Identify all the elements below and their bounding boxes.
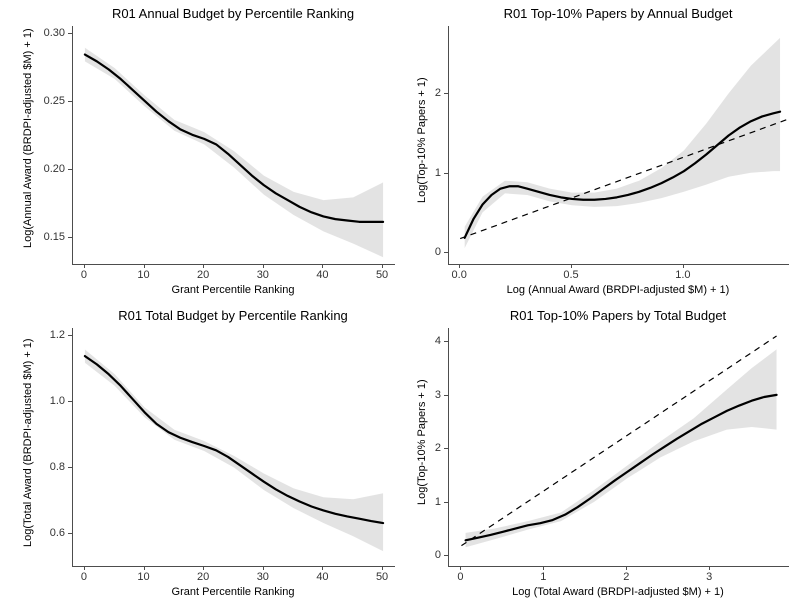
x-axis-label: Log (Annual Award (BRDPI-adjusted $M) + … (448, 284, 788, 296)
y-tick-label: 0 (435, 246, 441, 258)
chart-title: R01 Top-10% Papers by Annual Budget (448, 6, 788, 21)
x-axis-label: Log (Total Award (BRDPI-adjusted $M) + 1… (448, 586, 788, 598)
data-curve (85, 356, 383, 523)
plot-area (72, 26, 395, 265)
y-tick-label: 0 (435, 549, 441, 561)
x-tick-label: 20 (197, 571, 209, 583)
x-axis-label: Grant Percentile Ranking (72, 586, 394, 598)
y-tick-label: 3 (435, 389, 441, 401)
x-tick-label: 0.5 (563, 269, 578, 281)
x-tick-label: 0 (457, 571, 463, 583)
y-tick-label: 2 (435, 87, 441, 99)
y-tick-label: 1.2 (50, 329, 65, 341)
data-curve (85, 55, 383, 222)
x-tick-label: 30 (257, 571, 269, 583)
x-tick-label: 20 (197, 269, 209, 281)
y-axis-label: Log(Top-10% Papers + 1) (416, 379, 428, 505)
chart-svg (449, 26, 789, 264)
plot-area (72, 328, 395, 567)
y-tick-label: 0.6 (50, 527, 65, 539)
reference-line (460, 119, 789, 239)
y-axis-label: Log(Total Award (BRDPI-adjusted $M) + 1) (22, 338, 34, 547)
y-tick-label: 0.8 (50, 461, 65, 473)
x-tick-label: 2 (623, 571, 629, 583)
x-tick-label: 1 (540, 571, 546, 583)
chart-svg (449, 328, 789, 566)
x-tick-label: 40 (316, 269, 328, 281)
plot-area (448, 26, 789, 265)
x-tick-label: 0 (81, 571, 87, 583)
y-tick-label: 1.0 (50, 395, 65, 407)
confidence-band (466, 349, 777, 547)
y-tick-label: 0.15 (44, 231, 65, 243)
x-tick-label: 30 (257, 269, 269, 281)
y-tick-label: 0.30 (44, 27, 65, 39)
y-tick-label: 1 (435, 167, 441, 179)
x-tick-label: 1.0 (675, 269, 690, 281)
chart-panel: R01 Top-10% Papers by Total Budget Log(To… (404, 306, 794, 602)
y-tick-label: 4 (435, 335, 441, 347)
plot-area (448, 328, 789, 567)
x-tick-label: 3 (706, 571, 712, 583)
y-axis-label: Log(Top-10% Papers + 1) (416, 77, 428, 203)
x-tick-label: 10 (137, 269, 149, 281)
x-axis-label: Grant Percentile Ranking (72, 284, 394, 296)
confidence-band (465, 38, 780, 248)
chart-panel: R01 Top-10% Papers by Annual Budget Log(T… (404, 4, 794, 300)
x-tick-label: 10 (137, 571, 149, 583)
chart-panel: R01 Annual Budget by Percentile Ranking L… (10, 4, 400, 300)
x-tick-label: 0.0 (452, 269, 467, 281)
x-tick-label: 50 (376, 269, 388, 281)
chart-title: R01 Total Budget by Percentile Ranking (72, 308, 394, 323)
y-tick-label: 0.25 (44, 95, 65, 107)
confidence-band (85, 349, 383, 551)
chart-svg (73, 328, 395, 566)
chart-title: R01 Annual Budget by Percentile Ranking (72, 6, 394, 21)
y-tick-label: 0.20 (44, 163, 65, 175)
confidence-band (85, 48, 383, 257)
reference-line (461, 336, 776, 546)
chart-panel: R01 Total Budget by Percentile Ranking Lo… (10, 306, 400, 602)
chart-svg (73, 26, 395, 264)
x-tick-label: 50 (376, 571, 388, 583)
figure: R01 Annual Budget by Percentile Ranking L… (0, 0, 800, 608)
y-tick-label: 2 (435, 442, 441, 454)
x-tick-label: 0 (81, 269, 87, 281)
y-axis-label: Log(Annual Award (BRDPI-adjusted $M) + 1… (22, 28, 34, 248)
x-tick-label: 40 (316, 571, 328, 583)
chart-title: R01 Top-10% Papers by Total Budget (448, 308, 788, 323)
y-tick-label: 1 (435, 496, 441, 508)
